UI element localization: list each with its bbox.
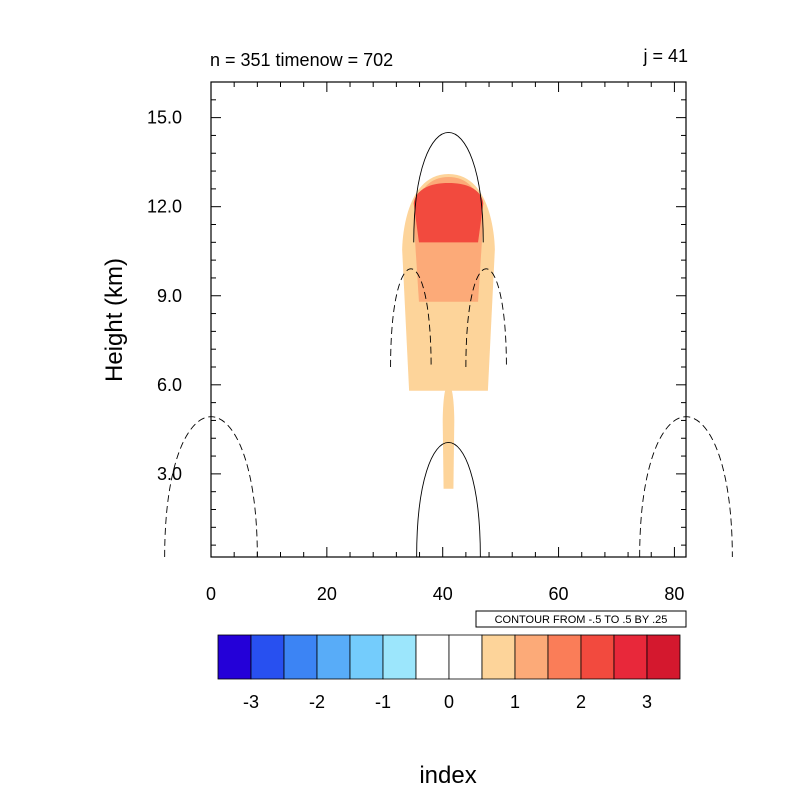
contour-info-text: CONTOUR FROM -.5 TO .5 BY .25	[495, 614, 668, 626]
colorbar-box	[580, 634, 615, 680]
y-axis-label: Height (km)	[101, 258, 128, 382]
colorbar-box	[481, 634, 516, 680]
colorbar	[217, 634, 681, 680]
y-tick-label: 9.0	[157, 286, 182, 306]
x-tick-labels: 0 20 40 60 80	[206, 584, 684, 604]
contour-line-solid	[413, 131, 484, 243]
colorbar-tick-label: 2	[576, 692, 586, 712]
colorbar-tick-label: 0	[444, 692, 454, 712]
x-tick-label: 40	[433, 584, 453, 604]
colorbar-box	[217, 634, 252, 680]
colorbar-box	[514, 634, 549, 680]
x-axis-label: index	[419, 762, 476, 789]
plot-area	[164, 81, 733, 558]
colorbar-tick-label: -1	[375, 692, 391, 712]
contour-line-dashed	[465, 268, 507, 368]
colorbar-box	[316, 634, 351, 680]
contour-info-box: CONTOUR FROM -.5 TO .5 BY .25	[475, 610, 687, 628]
colorbar-tick-label: -3	[243, 692, 259, 712]
contour-line-solid	[416, 442, 481, 558]
colorbar-box	[349, 634, 384, 680]
filled-contours	[402, 174, 495, 489]
colorbar-tick-labels: -3 -2 -1 0 1 2 3	[243, 692, 652, 712]
axis-ticks	[210, 81, 686, 557]
colorbar-box	[613, 634, 648, 680]
x-tick-label: 20	[317, 584, 337, 604]
x-tick-label: 0	[206, 584, 216, 604]
colorbar-box	[382, 634, 417, 680]
colorbar-box	[448, 634, 483, 680]
colorbar-box	[250, 634, 285, 680]
filled-region-level-3	[413, 182, 484, 243]
x-tick-label: 80	[664, 584, 684, 604]
colorbar-box	[646, 634, 681, 680]
y-tick-label: 12.0	[147, 197, 182, 217]
chart-title-left: n = 351 timenow = 702	[210, 50, 393, 70]
chart-title-right: j = 41	[642, 46, 688, 66]
colorbar-tick-label: 3	[642, 692, 652, 712]
filled-region-level-1	[442, 384, 455, 489]
colorbar-tick-label: -2	[309, 692, 325, 712]
colorbar-box	[415, 634, 450, 680]
colorbar-box	[283, 634, 318, 680]
y-tick-labels: 3.0 6.0 9.0 12.0 15.0	[147, 108, 182, 484]
plot-frame	[210, 81, 687, 558]
contour-line-dashed	[390, 268, 432, 368]
x-tick-label: 60	[549, 584, 569, 604]
colorbar-tick-label: 1	[510, 692, 520, 712]
colorbar-box	[547, 634, 582, 680]
y-tick-label: 15.0	[147, 108, 182, 128]
y-tick-label: 6.0	[157, 375, 182, 395]
y-tick-label: 3.0	[157, 464, 182, 484]
contour-info-frame	[475, 610, 687, 628]
